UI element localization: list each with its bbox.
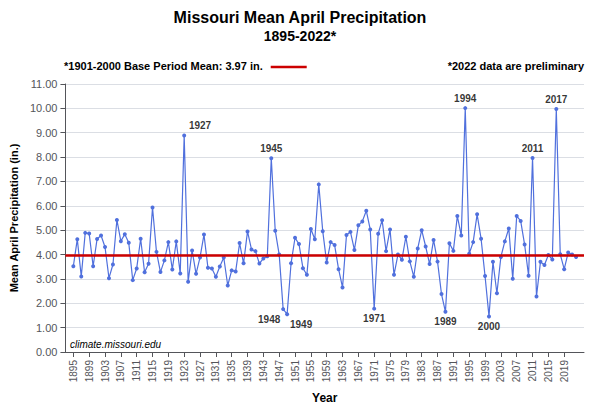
- svg-text:1.00: 1.00: [36, 322, 57, 334]
- svg-text:1895: 1895: [68, 360, 79, 383]
- svg-text:4.00: 4.00: [36, 249, 57, 261]
- svg-text:1907: 1907: [115, 360, 126, 383]
- svg-text:1915: 1915: [147, 360, 158, 383]
- svg-text:1903: 1903: [100, 360, 111, 383]
- svg-text:1911: 1911: [131, 360, 142, 382]
- svg-text:10.00: 10.00: [30, 102, 58, 114]
- svg-text:2017: 2017: [545, 94, 568, 105]
- svg-text:0.00: 0.00: [36, 346, 57, 358]
- svg-text:1971: 1971: [369, 360, 380, 383]
- svg-text:5.00: 5.00: [36, 224, 57, 236]
- svg-text:1994: 1994: [454, 93, 477, 104]
- svg-text:1949: 1949: [290, 319, 313, 330]
- svg-text:7.00: 7.00: [36, 175, 57, 187]
- svg-text:2.00: 2.00: [36, 297, 57, 309]
- svg-text:1951: 1951: [290, 360, 301, 383]
- svg-text:1927: 1927: [189, 120, 212, 131]
- svg-text:1959: 1959: [321, 360, 332, 383]
- svg-text:8.00: 8.00: [36, 151, 57, 163]
- svg-text:1983: 1983: [416, 360, 427, 383]
- svg-text:*1901-2000 Base Period Mean: 3: *1901-2000 Base Period Mean: 3.97 in.: [64, 60, 263, 72]
- svg-text:1895-2022*: 1895-2022*: [264, 28, 337, 44]
- svg-text:1991: 1991: [448, 360, 459, 383]
- svg-text:2007: 2007: [511, 360, 522, 383]
- svg-text:1989: 1989: [434, 316, 457, 327]
- svg-text:*2022 data are preliminary: *2022 data are preliminary: [448, 60, 585, 72]
- svg-text:2011: 2011: [527, 360, 538, 382]
- svg-text:1995: 1995: [464, 360, 475, 383]
- svg-text:Year: Year: [312, 391, 338, 405]
- svg-text:1947: 1947: [274, 360, 285, 383]
- svg-text:1931: 1931: [210, 360, 221, 383]
- svg-text:1935: 1935: [226, 360, 237, 383]
- svg-text:1979: 1979: [400, 360, 411, 383]
- svg-text:1939: 1939: [242, 360, 253, 383]
- svg-text:1999: 1999: [480, 360, 491, 383]
- svg-text:2011: 2011: [522, 143, 544, 154]
- svg-text:3.00: 3.00: [36, 273, 57, 285]
- svg-text:1967: 1967: [353, 360, 364, 383]
- svg-text:climate.missouri.edu: climate.missouri.edu: [70, 339, 162, 350]
- svg-text:1987: 1987: [432, 360, 443, 383]
- svg-text:2000: 2000: [478, 321, 501, 332]
- svg-text:1975: 1975: [385, 360, 396, 383]
- svg-text:Missouri Mean April Precipitat: Missouri Mean April Precipitation: [174, 9, 427, 26]
- svg-text:1927: 1927: [195, 360, 206, 383]
- svg-text:Mean April Precipitation (in.): Mean April Precipitation (in.): [8, 143, 20, 292]
- svg-text:1971: 1971: [363, 313, 386, 324]
- svg-text:1943: 1943: [258, 360, 269, 383]
- svg-text:2003: 2003: [495, 360, 506, 383]
- svg-text:1919: 1919: [163, 360, 174, 383]
- svg-text:1899: 1899: [84, 360, 95, 383]
- svg-text:9.00: 9.00: [36, 127, 57, 139]
- svg-text:2015: 2015: [543, 360, 554, 383]
- svg-text:1955: 1955: [305, 360, 316, 383]
- svg-text:2019: 2019: [559, 360, 570, 383]
- svg-text:11.00: 11.00: [31, 78, 58, 90]
- svg-text:1945: 1945: [260, 143, 283, 154]
- svg-text:1948: 1948: [258, 314, 281, 325]
- svg-text:1923: 1923: [179, 360, 190, 383]
- svg-text:1963: 1963: [337, 360, 348, 383]
- svg-text:6.00: 6.00: [36, 200, 57, 212]
